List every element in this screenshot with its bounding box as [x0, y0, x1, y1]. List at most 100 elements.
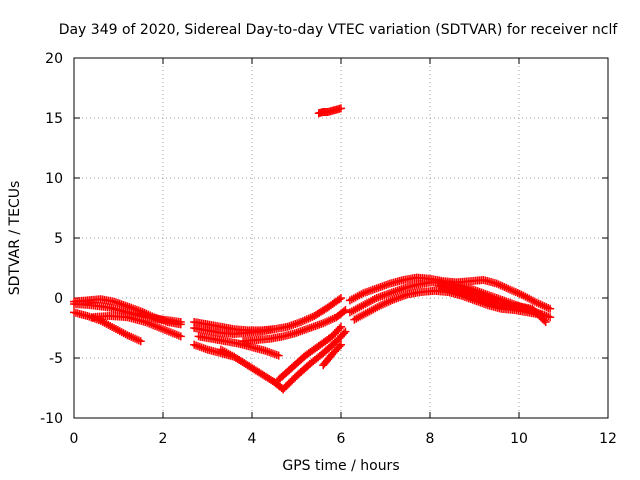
data-point	[337, 340, 345, 349]
data-point	[546, 304, 555, 313]
data-point	[386, 296, 395, 305]
data-point	[306, 313, 315, 322]
data-point	[323, 317, 332, 326]
data-point	[541, 318, 550, 326]
gridlines	[74, 58, 608, 418]
data-point	[131, 334, 140, 343]
data-point	[321, 318, 330, 327]
data-point	[540, 302, 549, 311]
chart-title: Day 349 of 2020, Sidereal Day-to-day VTE…	[59, 22, 619, 38]
series-track-f	[190, 294, 345, 335]
data-point	[176, 318, 185, 326]
data-point	[532, 298, 541, 307]
data-point	[302, 315, 311, 324]
data-point	[337, 104, 345, 113]
series-track-d	[87, 312, 185, 341]
data-point	[496, 281, 505, 290]
series-track-m	[319, 340, 345, 370]
data-point	[502, 283, 511, 292]
data-point	[326, 315, 335, 324]
data-point	[176, 332, 185, 341]
data-point	[375, 302, 384, 311]
data-point	[274, 351, 283, 360]
data-point	[357, 290, 366, 299]
x-tick-label: 12	[599, 431, 617, 447]
data-point	[335, 342, 344, 351]
data-point	[136, 337, 145, 346]
data-point	[298, 317, 307, 326]
data-point	[504, 284, 513, 293]
data-point	[384, 297, 393, 306]
data-point	[380, 299, 389, 308]
series-track-j	[279, 327, 350, 394]
data-point	[335, 295, 344, 304]
data-point	[296, 318, 305, 326]
y-tick-label: -5	[49, 351, 63, 367]
data-point	[335, 324, 344, 333]
y-tick-label: 0	[54, 291, 63, 307]
data-point	[324, 316, 333, 325]
data-point	[378, 300, 387, 309]
series-track-c	[70, 308, 145, 346]
data-point	[300, 316, 309, 325]
data-point	[127, 332, 136, 341]
data-point	[129, 333, 138, 342]
series-track-k	[274, 322, 345, 384]
data-point	[530, 297, 539, 306]
data-point	[123, 331, 132, 340]
y-tick-label: 15	[45, 111, 63, 127]
data-point	[542, 303, 551, 312]
y-tick-label: 10	[45, 171, 63, 187]
data-point	[517, 290, 526, 299]
data-point	[534, 299, 543, 308]
data-point	[508, 286, 517, 295]
data-point	[509, 287, 518, 296]
x-tick-label: 4	[248, 431, 257, 447]
data-point	[341, 327, 350, 336]
data-points	[70, 104, 555, 394]
data-point	[498, 282, 507, 291]
data-point	[337, 322, 345, 331]
data-point	[511, 288, 520, 297]
data-point	[319, 319, 328, 328]
x-tick-label: 2	[159, 431, 168, 447]
data-point	[308, 312, 317, 321]
data-point	[304, 314, 313, 323]
data-point	[500, 283, 509, 292]
data-point	[506, 285, 515, 294]
data-point	[339, 307, 348, 316]
data-point	[121, 330, 130, 339]
x-tick-label: 6	[337, 431, 346, 447]
data-point	[536, 300, 545, 309]
data-point	[544, 303, 553, 312]
data-point	[515, 289, 524, 298]
series-track-q	[434, 282, 550, 326]
y-axis-label: SDTVAR / TECUs	[7, 181, 23, 296]
data-point	[382, 298, 391, 307]
series-outlier	[314, 104, 345, 118]
data-point	[513, 289, 522, 298]
y-tick-label: 5	[54, 231, 63, 247]
x-tick-label: 0	[70, 431, 79, 447]
series-track-o	[345, 273, 555, 313]
series-track-l	[239, 306, 350, 346]
data-point	[134, 336, 143, 345]
data-point	[377, 301, 386, 310]
data-point	[538, 301, 547, 310]
y-tick-label: -10	[40, 411, 63, 427]
data-point	[546, 313, 555, 322]
data-point	[388, 296, 397, 305]
data-point	[540, 316, 549, 325]
data-point	[494, 280, 503, 289]
x-tick-label: 8	[426, 431, 435, 447]
x-axis-label: GPS time / hours	[282, 458, 399, 474]
data-point	[125, 332, 134, 341]
axis-ticks: 0 2 4 6 8 10 12 -10 -5 0 5 10 15 20	[40, 51, 617, 447]
data-point	[492, 279, 501, 288]
x-tick-label: 10	[510, 431, 528, 447]
data-point	[370, 295, 379, 304]
series-track-g	[194, 332, 283, 360]
data-point	[328, 314, 337, 323]
data-point	[339, 329, 348, 338]
